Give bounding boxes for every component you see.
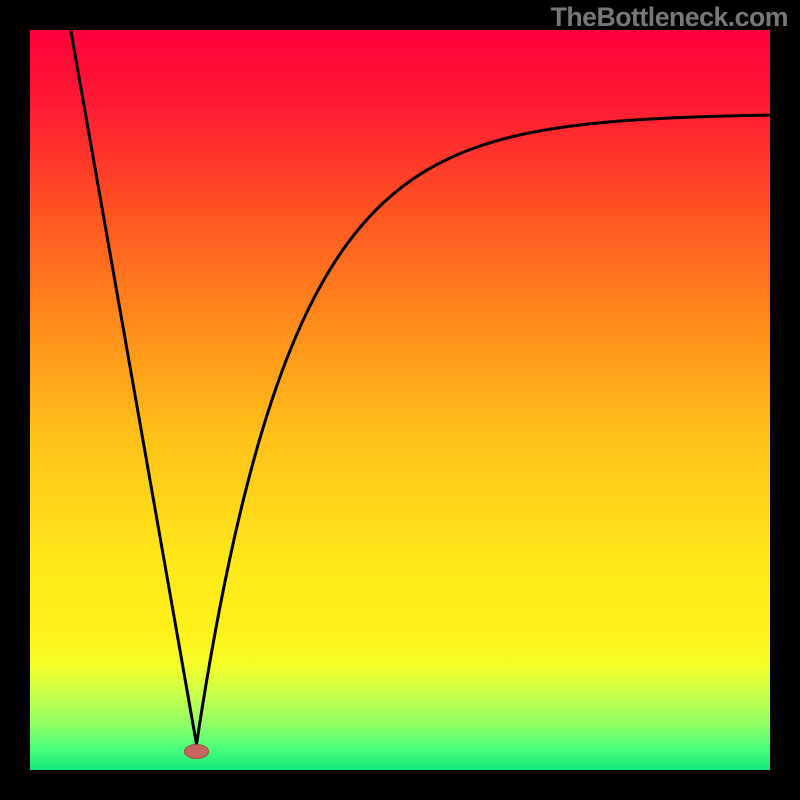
watermark-text: TheBottleneck.com (551, 2, 788, 33)
plot-area (30, 30, 770, 770)
optimal-point-marker (185, 745, 209, 759)
stage: TheBottleneck.com (0, 0, 800, 800)
chart-svg (0, 0, 800, 800)
